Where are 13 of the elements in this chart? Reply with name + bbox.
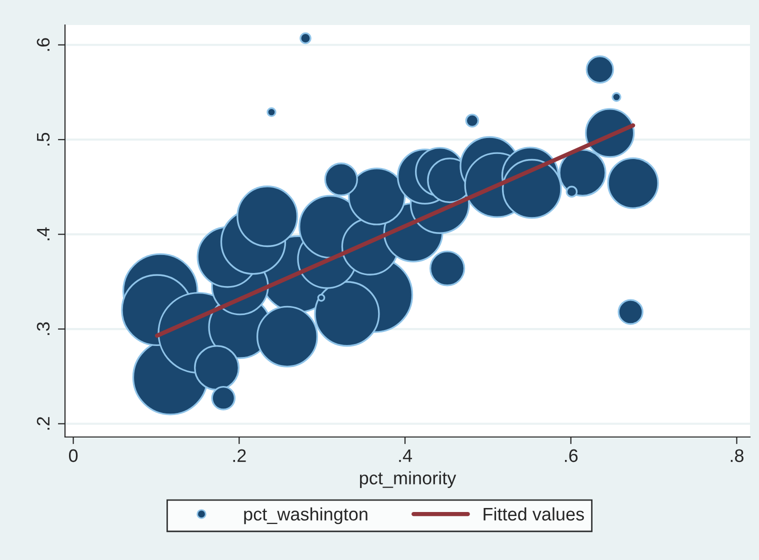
y-tick-label: .3	[36, 322, 50, 335]
x-tick-label: .2	[233, 449, 246, 462]
x-tick-label: .4	[399, 449, 412, 462]
x-tick-label: 0	[68, 449, 78, 462]
y-tick-label: .6	[36, 38, 50, 51]
x-tick-label: .8	[730, 449, 744, 462]
y-tick-label: .2	[36, 417, 50, 430]
legend-label: pct_washington	[244, 507, 368, 524]
y-tick-label: .5	[37, 132, 50, 146]
legend-label: Fitted values	[484, 507, 584, 521]
x-axis-title: pct_minority	[360, 471, 456, 488]
x-tick-label: .6	[564, 449, 578, 462]
y-tick-label: .4	[37, 227, 50, 240]
